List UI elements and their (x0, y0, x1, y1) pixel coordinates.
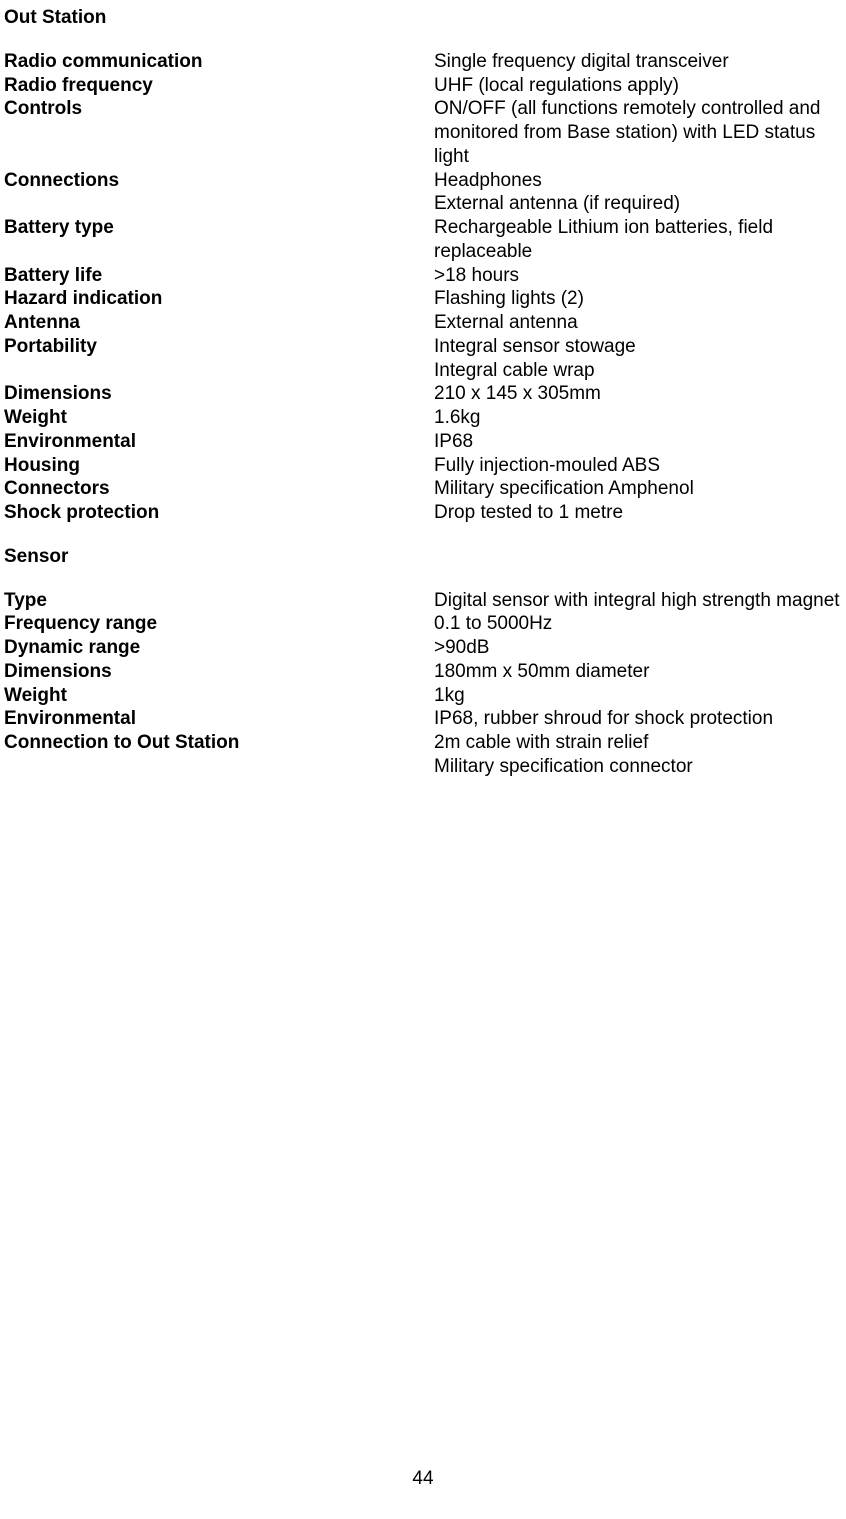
spec-label: Antenna (4, 311, 434, 335)
spec-label: Portability (4, 335, 434, 359)
spec-label: Shock protection (4, 501, 434, 525)
spec-row: Radio frequency UHF (local regulations a… (4, 74, 842, 98)
spec-value-line: External antenna (434, 311, 842, 335)
spec-value: Flashing lights (2) (434, 287, 842, 311)
spec-label: Connection to Out Station (4, 731, 434, 755)
spec-label: Dimensions (4, 660, 434, 684)
spec-row: Frequency range 0.1 to 5000Hz (4, 612, 842, 636)
spec-value: UHF (local regulations apply) (434, 74, 842, 98)
spec-label: Battery type (4, 216, 434, 240)
spec-label: Frequency range (4, 612, 434, 636)
spec-page: Out Station Radio communication Single f… (0, 0, 846, 1519)
spec-value: 0.1 to 5000Hz (434, 612, 842, 636)
spec-row: Antenna External antenna (4, 311, 842, 335)
spec-value: Integral sensor stowage Integral cable w… (434, 335, 842, 383)
spec-value: Single frequency digital transceiver (434, 50, 842, 74)
spec-value: Fully injection-mouled ABS (434, 454, 842, 478)
spec-row: Connection to Out Station 2m cable with … (4, 731, 842, 779)
spec-row: Shock protection Drop tested to 1 metre (4, 501, 842, 525)
spec-row: Environmental IP68, rubber shroud for sh… (4, 707, 842, 731)
spec-value: Headphones External antenna (if required… (434, 169, 842, 217)
spec-row: Battery type Rechargeable Lithium ion ba… (4, 216, 842, 264)
spec-value-line: >90dB (434, 636, 842, 660)
spec-value-line: External antenna (if required) (434, 192, 842, 216)
section-title-out-station: Out Station (4, 6, 842, 30)
spec-value: Digital sensor with integral high streng… (434, 589, 842, 613)
spec-value: Military specification Amphenol (434, 477, 842, 501)
spec-label: Hazard indication (4, 287, 434, 311)
spec-row: Environmental IP68 (4, 430, 842, 454)
spec-label: Dynamic range (4, 636, 434, 660)
spec-value: 2m cable with strain relief Military spe… (434, 731, 842, 779)
spec-row: Weight 1kg (4, 684, 842, 708)
spec-row: Connections Headphones External antenna … (4, 169, 842, 217)
spec-label: Weight (4, 406, 434, 430)
spec-value: 180mm x 50mm diameter (434, 660, 842, 684)
spec-value-line: ON/OFF (all functions remotely controlle… (434, 97, 842, 168)
spec-value-line: Digital sensor with integral high streng… (434, 589, 842, 613)
spec-value-line: Flashing lights (2) (434, 287, 842, 311)
spec-label: Radio communication (4, 50, 434, 74)
spec-label: Environmental (4, 430, 434, 454)
spec-row: Type Digital sensor with integral high s… (4, 589, 842, 613)
spec-value-line: 210 x 145 x 305mm (434, 382, 842, 406)
spec-label: Type (4, 589, 434, 613)
spec-row: Weight 1.6kg (4, 406, 842, 430)
spec-row: Dimensions 180mm x 50mm diameter (4, 660, 842, 684)
spec-label: Radio frequency (4, 74, 434, 98)
spec-value-line: 1kg (434, 684, 842, 708)
spec-value: ON/OFF (all functions remotely controlle… (434, 97, 842, 168)
spec-value: 1.6kg (434, 406, 842, 430)
spec-value: Drop tested to 1 metre (434, 501, 842, 525)
spec-label: Weight (4, 684, 434, 708)
spec-value: >18 hours (434, 264, 842, 288)
spec-row: Dynamic range >90dB (4, 636, 842, 660)
spec-row: Controls ON/OFF (all functions remotely … (4, 97, 842, 168)
spec-value-line: Drop tested to 1 metre (434, 501, 842, 525)
spec-value: 1kg (434, 684, 842, 708)
spec-label: Battery life (4, 264, 434, 288)
spec-row: Connectors Military specification Amphen… (4, 477, 842, 501)
spec-value-line: 0.1 to 5000Hz (434, 612, 842, 636)
spec-label: Connectors (4, 477, 434, 501)
spec-value-line: Military specification connector (434, 755, 842, 779)
spec-row: Battery life >18 hours (4, 264, 842, 288)
spec-value-line: Integral cable wrap (434, 359, 842, 383)
spec-value: 210 x 145 x 305mm (434, 382, 842, 406)
spec-value-line: >18 hours (434, 264, 842, 288)
spec-value-line: 1.6kg (434, 406, 842, 430)
spec-value-line: Integral sensor stowage (434, 335, 842, 359)
spec-label: Environmental (4, 707, 434, 731)
spec-value-line: Rechargeable Lithium ion batteries, fiel… (434, 216, 842, 264)
spec-row: Radio communication Single frequency dig… (4, 50, 842, 74)
spec-label: Controls (4, 97, 434, 121)
spec-row: Housing Fully injection-mouled ABS (4, 454, 842, 478)
spec-label: Connections (4, 169, 434, 193)
spec-row: Dimensions 210 x 145 x 305mm (4, 382, 842, 406)
spec-value-line: Fully injection-mouled ABS (434, 454, 842, 478)
spec-value-line: IP68 (434, 430, 842, 454)
spec-value: IP68 (434, 430, 842, 454)
spec-value-line: Single frequency digital transceiver (434, 50, 842, 74)
spec-value: IP68, rubber shroud for shock protection (434, 707, 842, 731)
spec-label: Housing (4, 454, 434, 478)
spec-row: Hazard indication Flashing lights (2) (4, 287, 842, 311)
spec-value-line: IP68, rubber shroud for shock protection (434, 707, 842, 731)
spec-label: Dimensions (4, 382, 434, 406)
spec-value-line: 180mm x 50mm diameter (434, 660, 842, 684)
page-number: 44 (0, 1467, 846, 1491)
section-title-sensor: Sensor (4, 545, 842, 569)
spec-value: >90dB (434, 636, 842, 660)
spec-value-line: Headphones (434, 169, 842, 193)
spec-value-line: UHF (local regulations apply) (434, 74, 842, 98)
spec-value: External antenna (434, 311, 842, 335)
spec-value-line: Military specification Amphenol (434, 477, 842, 501)
spec-value: Rechargeable Lithium ion batteries, fiel… (434, 216, 842, 264)
spec-value-line: 2m cable with strain relief (434, 731, 842, 755)
spec-row: Portability Integral sensor stowage Inte… (4, 335, 842, 383)
